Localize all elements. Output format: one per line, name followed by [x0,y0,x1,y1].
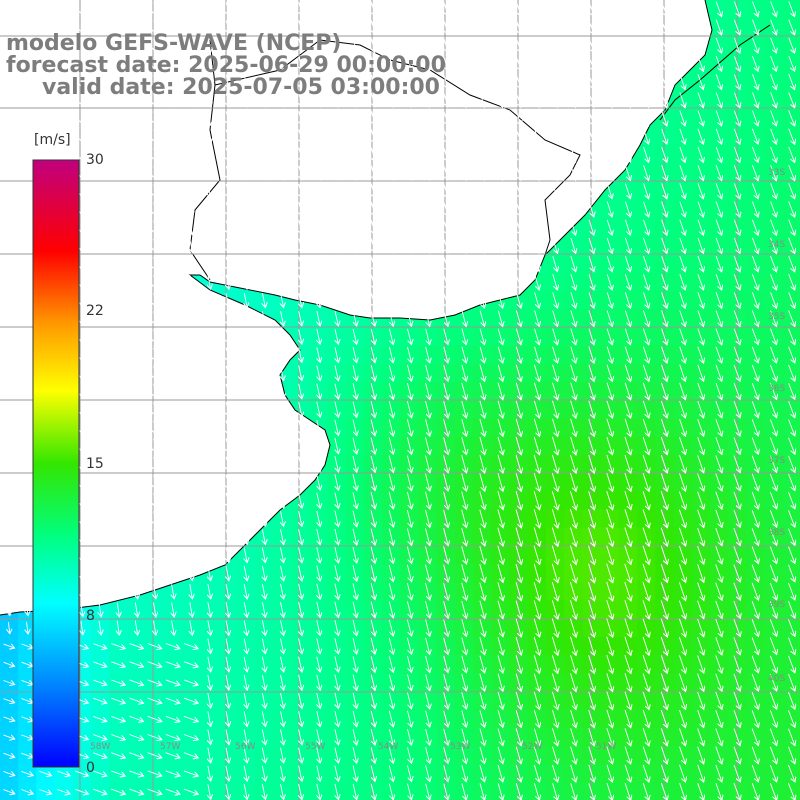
wind-speed-cell [72,782,92,800]
lon-label: 56W [235,742,256,752]
colorbar-tick: 8 [86,608,95,624]
wind-speed-cell [782,527,800,547]
wind-speed-cell [782,509,800,529]
wind-speed-cell [54,782,74,800]
wind-speed-cell [782,473,800,492]
wind-speed-cell [782,637,800,656]
wind-speed-cell [782,764,800,784]
wind-speed-cell [782,72,800,92]
lat-label: 38S [768,528,786,538]
wind-speed-cell [782,491,800,511]
wind-speed-cell [782,91,800,110]
wind-speed-cell [782,345,800,365]
wind-speed-cell [782,546,800,565]
lat-label: 34S [768,240,786,250]
title-valid-date: valid date: 2025-07-05 03:00:00 [42,75,440,100]
wind-speed-cell [782,273,800,292]
wind-speed-cell [782,709,800,729]
lat-label: 37S [768,456,786,466]
wind-speed-cell [782,309,800,329]
wind-speed-cell [782,728,800,747]
wind-speed-cell [782,236,800,256]
wind-speed-cell [127,782,147,800]
wind-speed-cell [782,36,800,56]
wind-speed-cell [782,655,800,674]
lon-label: 54W [378,742,399,752]
wind-speed-cell [782,400,800,420]
colorbar-tick: 15 [86,456,104,472]
colorbar-tick: 0 [86,760,95,776]
colorbar-tick: 22 [86,303,104,319]
lat-label: 40S [768,674,786,684]
wind-speed-cell [782,254,800,274]
wind-speed-cell [782,673,800,693]
colorbar-unit: [m/s] [34,132,71,148]
lon-label: 55W [305,742,326,752]
wind-speed-cell [782,163,800,183]
wind-speed-cell [782,127,800,147]
colorbar-gradient [32,159,80,768]
lat-label: 39S [768,600,786,610]
lon-label: 52W [522,742,543,752]
wind-speed-cell [782,109,800,128]
wind-speed-cell [182,782,201,800]
wind-speed-cell [782,327,800,347]
wind-speed-cell [782,436,800,456]
wind-speed-cell [91,782,110,800]
wind-speed-cell [782,54,800,74]
lon-label: 53W [450,742,471,752]
wind-speed-cell [782,18,800,37]
wind-speed-cell [782,691,800,711]
wind-speed-cell [782,0,800,19]
lat-label: 33S [768,168,786,178]
lon-label: 51W [596,742,617,752]
wind-speed-cell [782,618,800,638]
wind-speed-cell [36,782,56,800]
wind-speed-cell [145,782,165,800]
wind-speed-cell [163,782,183,800]
wind-speed-cell [782,145,800,165]
lat-label: 35S [768,312,786,322]
colorbar-tick: 30 [86,152,104,168]
wind-speed-cell [0,782,19,800]
wind-speed-cell [782,291,800,310]
wind-speed-cell [782,582,800,602]
wind-speed-cell [782,182,800,201]
wind-speed-cell [782,364,800,383]
wind-speed-cell [782,200,800,219]
lon-label: 58W [90,742,111,752]
wind-speed-cell [782,600,800,620]
wind-speed-cell [109,782,128,800]
wind-speed-cell [782,218,800,238]
wind-speed-cell [782,382,800,401]
lat-label: 36S [768,384,786,394]
lon-label: 57W [160,742,181,752]
wind-speed-cell [782,564,800,583]
wind-speed-cell [782,746,800,765]
wind-speed-cell [782,418,800,438]
wind-speed-cell [782,455,800,474]
wind-speed-cell [18,782,37,800]
